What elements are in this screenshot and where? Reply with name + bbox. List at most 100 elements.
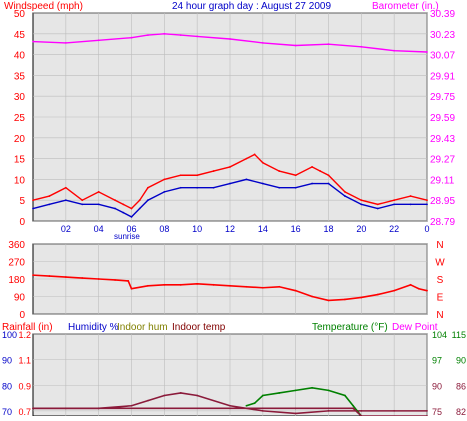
dew-point-tick-label: 86 — [456, 381, 466, 391]
data-point — [130, 215, 133, 218]
data-point — [261, 394, 264, 397]
barometer-ticks: 28.79 28.95 29.11 29.27 29.43 29.59 29.75 29.91… — [430, 9, 455, 228]
data-point — [130, 404, 133, 407]
data-point — [122, 211, 125, 214]
data-point — [179, 283, 182, 286]
data-point — [426, 203, 428, 206]
data-point — [48, 275, 51, 277]
data-point — [344, 190, 346, 193]
data-point — [196, 282, 199, 285]
hour-tick-label: 22 — [389, 224, 399, 234]
data-point — [393, 199, 396, 202]
data-point — [64, 276, 67, 278]
humidity-tick-label: 90 — [2, 356, 12, 366]
data-point — [344, 298, 346, 301]
humidity-axis-title: Humidity % — [68, 322, 119, 333]
data-point — [163, 190, 166, 193]
data-point — [393, 289, 396, 292]
data-point — [409, 283, 412, 286]
data-point — [319, 170, 322, 172]
barometer-tick-label: 29.27 — [430, 155, 455, 166]
data-point — [376, 207, 379, 210]
data-point — [229, 182, 231, 185]
barometer-tick-label: 29.91 — [430, 71, 455, 82]
wind-barometer-grid — [33, 12, 428, 222]
data-point — [360, 45, 363, 48]
hour-tick-label: 06 — [126, 224, 136, 234]
data-point — [327, 182, 330, 185]
data-point — [147, 186, 149, 189]
data-point — [311, 166, 313, 168]
barometer-tick-label: 28.95 — [430, 196, 455, 207]
data-point — [327, 299, 330, 302]
hour-tick-label: 12 — [225, 224, 235, 234]
hour-tick-label: 14 — [258, 224, 268, 234]
series-line — [33, 407, 427, 417]
data-point — [245, 157, 248, 160]
windspeed-tick-label: 35 — [14, 71, 26, 82]
data-point — [426, 199, 428, 202]
hour-tick-label: 10 — [192, 224, 202, 234]
compass-tick-label: W — [435, 258, 445, 269]
data-point — [163, 394, 166, 397]
rainfall-tick-label: 0.9 — [18, 381, 31, 391]
data-point — [376, 293, 379, 296]
data-point — [245, 404, 248, 407]
data-point — [32, 207, 34, 210]
data-point — [360, 296, 363, 299]
hour-tick-label: 08 — [159, 224, 169, 234]
compass-tick-label: N — [436, 240, 443, 251]
data-point — [294, 174, 297, 177]
data-point — [32, 199, 34, 202]
compass-tick-label: E — [437, 293, 444, 304]
data-point — [261, 409, 264, 412]
dew-point-axis-title: Dew Point — [392, 322, 438, 333]
data-point — [48, 203, 51, 206]
temperature-axis-title: Temperature (°F) — [312, 322, 388, 333]
barometer-tick-label: 30.07 — [430, 51, 455, 62]
data-point — [212, 283, 215, 286]
barometer-tick-label: 28.79 — [430, 217, 455, 228]
humidity-tick-label: 70 — [2, 407, 12, 416]
direction-degree-ticks: 0 90 180 270 360 — [8, 240, 25, 321]
data-point — [344, 394, 346, 397]
temperature-tick-label: 97 — [432, 356, 442, 366]
data-point — [163, 283, 166, 286]
data-point — [294, 289, 297, 292]
data-point — [229, 284, 231, 287]
barometer-tick-label: 30.39 — [430, 9, 455, 20]
data-point — [261, 407, 264, 410]
data-point — [426, 51, 428, 53]
direction-tick-label: 0 — [19, 310, 25, 321]
data-point — [229, 166, 231, 168]
direction-tick-label: 270 — [8, 258, 25, 269]
dew-point-tick-label: 90 — [456, 356, 466, 366]
hour-tick-label: 20 — [356, 224, 366, 234]
compass-tick-label: N — [436, 310, 443, 321]
data-point — [360, 199, 363, 202]
data-point — [360, 409, 363, 412]
barometer-axis-title: Barometer (in.) — [372, 1, 439, 12]
data-point — [352, 407, 355, 410]
data-point — [196, 394, 199, 397]
barometer-tick-label: 29.75 — [430, 92, 455, 103]
data-point — [127, 280, 130, 282]
direction-tick-label: 180 — [8, 275, 25, 286]
data-point — [376, 203, 379, 206]
data-point — [327, 409, 330, 412]
data-point — [344, 195, 346, 197]
compass-tick-label: S — [437, 275, 444, 286]
data-point — [97, 203, 100, 206]
data-point — [114, 207, 116, 210]
barometer-tick-label: 29.43 — [430, 134, 455, 145]
hour-tick-label: 18 — [323, 224, 333, 234]
data-point — [32, 40, 34, 43]
rainfall-tick-label: 1.1 — [18, 356, 31, 366]
windspeed-tick-label: 10 — [14, 175, 26, 186]
rainfall-tick-label: 1.2 — [18, 330, 31, 340]
data-point — [327, 407, 330, 410]
hour-tick-label: 0 — [424, 224, 429, 234]
humidity-tick-label: 80 — [2, 381, 12, 391]
data-point — [393, 203, 396, 206]
